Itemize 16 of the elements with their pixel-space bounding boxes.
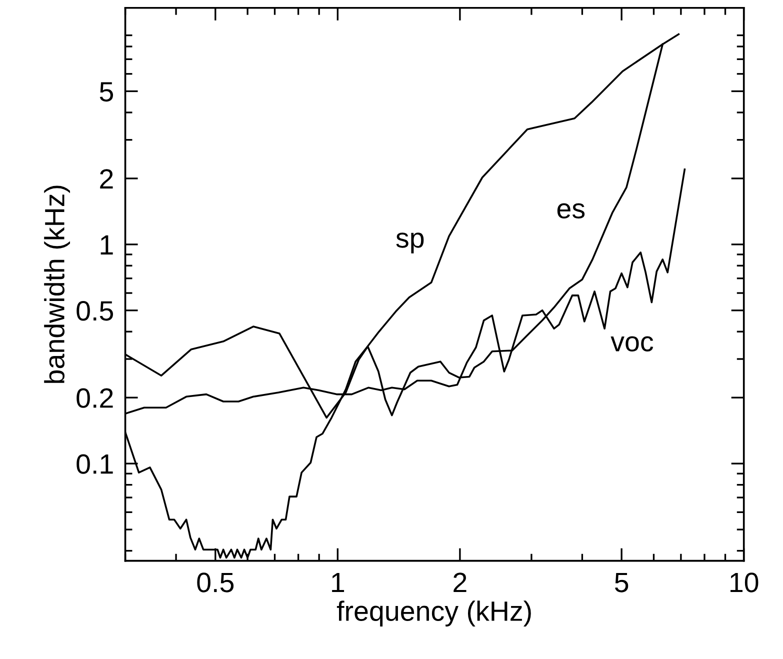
x-tick-label: 1: [332, 572, 344, 592]
y-tick-label: 2: [100, 169, 113, 189]
y-tick-label: 5: [100, 82, 114, 102]
series-label: voc: [610, 336, 654, 352]
y-tick-label: 0.2: [76, 388, 113, 408]
x-tick-label: 2: [454, 572, 466, 592]
series-label: es: [557, 203, 585, 218]
y-axis-title: bandwidth (kHz): [44, 186, 70, 383]
y-tick-label: 1: [100, 235, 113, 254]
y-tick-label: 0.5: [76, 301, 114, 321]
x-axis-title: frequency (kHz): [336, 600, 531, 626]
x-tick-label: 5: [614, 572, 628, 592]
x-tick-label: 0.5: [197, 572, 234, 592]
y-tick-label: 0.1: [76, 454, 113, 474]
x-tick-label: 10: [730, 572, 758, 592]
series-label: sp: [396, 232, 424, 254]
